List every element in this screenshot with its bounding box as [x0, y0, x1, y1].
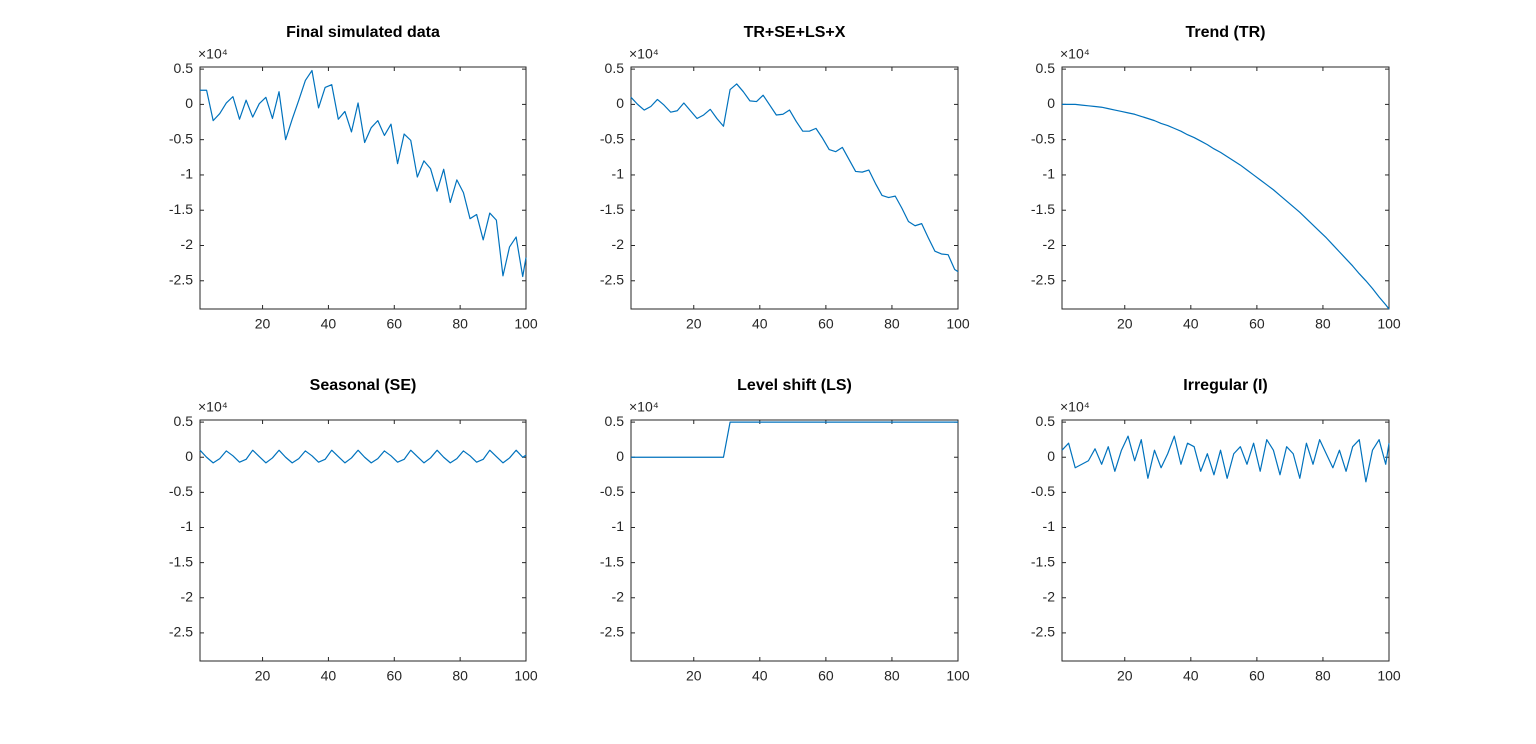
y-scale-label: ×10⁴ [629, 46, 659, 62]
chart-title: TR+SE+LS+X [744, 24, 846, 41]
y-tick-label: 0.5 [174, 60, 194, 76]
y-tick-label: -2.5 [600, 624, 624, 640]
axes-frame [1061, 66, 1390, 310]
axes-frame [630, 66, 959, 310]
x-tick-label: 60 [1249, 316, 1265, 332]
x-tick-label: 80 [1315, 668, 1331, 684]
y-tick-label: 0 [616, 95, 624, 111]
x-tick-label: 20 [686, 316, 702, 332]
data-line [630, 83, 959, 273]
y-tick-label: -1 [1043, 166, 1056, 182]
data-line [200, 69, 527, 278]
y-tick-label: -0.5 [1031, 483, 1055, 499]
y-scale-label: ×10⁴ [629, 399, 659, 415]
x-tick-label: 100 [1377, 668, 1401, 684]
y-tick-label: -0.5 [169, 483, 193, 499]
x-tick-label: 80 [452, 668, 468, 684]
y-tick-label: -1 [612, 518, 625, 534]
x-tick-label: 100 [514, 316, 538, 332]
x-tick-label: 100 [1377, 316, 1401, 332]
y-scale-label: ×10⁴ [1060, 46, 1090, 62]
y-tick-label: 0 [616, 448, 624, 464]
x-tick-label: 100 [946, 668, 970, 684]
y-scale-label: ×10⁴ [198, 46, 228, 62]
x-tick-label: 20 [1117, 316, 1133, 332]
y-tick-label: -2.5 [1031, 624, 1055, 640]
y-tick-label: -2 [612, 236, 625, 252]
x-tick-label: 20 [686, 668, 702, 684]
y-tick-label: 0.5 [1036, 60, 1056, 76]
y-tick-label: -1 [612, 166, 625, 182]
x-tick-label: 80 [884, 316, 900, 332]
y-tick-label: -0.5 [169, 130, 193, 146]
y-tick-label: -2 [181, 588, 194, 604]
y-tick-label: -1.5 [600, 553, 624, 569]
y-tick-label: -2.5 [169, 624, 193, 640]
y-tick-label: 0 [1047, 448, 1055, 464]
x-tick-label: 60 [1249, 668, 1265, 684]
x-tick-label: 100 [946, 316, 970, 332]
y-tick-label: -2 [1043, 236, 1056, 252]
x-tick-label: 40 [752, 316, 768, 332]
y-tick-label: -2 [181, 236, 194, 252]
axes-frame [1061, 419, 1390, 662]
y-tick-label: -2 [612, 588, 625, 604]
y-tick-label: -1 [181, 518, 194, 534]
x-tick-label: 60 [818, 316, 834, 332]
chart-title: Seasonal (SE) [310, 377, 417, 394]
x-tick-label: 60 [386, 668, 402, 684]
y-tick-label: -1.5 [600, 201, 624, 217]
x-tick-label: 80 [1315, 316, 1331, 332]
x-tick-label: 40 [752, 668, 768, 684]
y-scale-label: ×10⁴ [198, 399, 228, 415]
chart-title: Level shift (LS) [737, 377, 852, 394]
data-line [631, 421, 958, 458]
axes-frame [199, 419, 527, 662]
y-tick-label: 0.5 [605, 413, 625, 429]
y-tick-label: 0 [185, 448, 193, 464]
data-line [1062, 103, 1390, 310]
x-tick-label: 80 [452, 316, 468, 332]
x-tick-label: 40 [321, 316, 337, 332]
x-tick-label: 40 [1183, 668, 1199, 684]
chart-title: Irregular (I) [1183, 377, 1267, 394]
y-tick-label: -2.5 [600, 271, 624, 287]
y-tick-label: -1 [1043, 518, 1056, 534]
y-tick-label: -1 [181, 166, 194, 182]
y-tick-label: -0.5 [1031, 130, 1055, 146]
y-tick-label: 0.5 [605, 60, 625, 76]
y-tick-label: -2.5 [169, 271, 193, 287]
y-tick-label: 0 [1047, 95, 1055, 111]
x-tick-label: 20 [255, 668, 271, 684]
y-tick-label: -1.5 [1031, 553, 1055, 569]
x-tick-label: 40 [1183, 316, 1199, 332]
y-tick-label: 0.5 [1036, 413, 1056, 429]
chart-title: Trend (TR) [1186, 24, 1266, 41]
y-tick-label: -0.5 [600, 483, 624, 499]
y-tick-label: 0 [185, 95, 193, 111]
axes-frame [630, 419, 959, 662]
y-tick-label: -1.5 [169, 553, 193, 569]
data-line [199, 449, 527, 464]
y-tick-label: -1.5 [169, 201, 193, 217]
x-tick-label: 60 [818, 668, 834, 684]
y-tick-label: -2 [1043, 588, 1056, 604]
y-tick-label: 0.5 [174, 413, 194, 429]
y-tick-label: -2.5 [1031, 271, 1055, 287]
x-tick-label: 100 [514, 668, 538, 684]
data-line [1061, 435, 1390, 483]
chart-title: Final simulated data [286, 24, 440, 41]
y-tick-label: -1.5 [1031, 201, 1055, 217]
x-tick-label: 60 [386, 316, 402, 332]
x-tick-label: 20 [1117, 668, 1133, 684]
x-tick-label: 80 [884, 668, 900, 684]
y-tick-label: -0.5 [600, 130, 624, 146]
x-tick-label: 20 [255, 316, 271, 332]
x-tick-label: 40 [321, 668, 337, 684]
axes-frame [199, 66, 527, 310]
y-scale-label: ×10⁴ [1060, 399, 1090, 415]
